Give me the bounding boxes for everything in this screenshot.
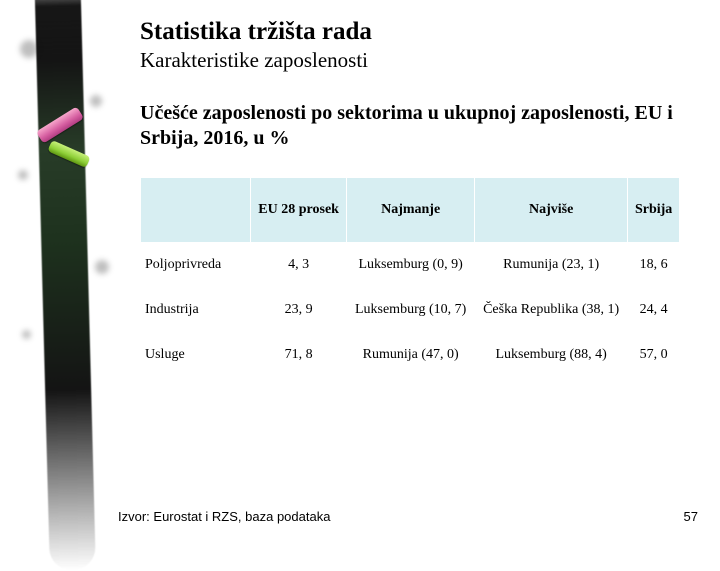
cell: 18, 6 — [628, 243, 680, 288]
col-header: EU 28 prosek — [251, 178, 347, 243]
section-heading: Učešće zaposlenosti po sektorima u ukupn… — [140, 101, 700, 151]
spray-dot — [95, 260, 109, 274]
table-row: Poljoprivreda 4, 3 Luksemburg (0, 9) Rum… — [141, 243, 680, 288]
spray-dot — [18, 170, 28, 180]
slide-subtitle: Karakteristike zaposlenosti — [140, 48, 700, 73]
spray-dot — [90, 95, 102, 107]
row-label: Usluge — [141, 333, 251, 378]
col-header: Najmanje — [347, 178, 475, 243]
spray-dot — [20, 40, 38, 58]
cell: Češka Republika (38, 1) — [475, 288, 628, 333]
cell: 24, 4 — [628, 288, 680, 333]
spray-dot — [22, 330, 31, 339]
cell: Rumunija (47, 0) — [347, 333, 475, 378]
table-row: Usluge 71, 8 Rumunija (47, 0) Luksemburg… — [141, 333, 680, 378]
row-label: Poljoprivreda — [141, 243, 251, 288]
col-header — [141, 178, 251, 243]
cell: Rumunija (23, 1) — [475, 243, 628, 288]
cell: 4, 3 — [251, 243, 347, 288]
page-number: 57 — [684, 509, 698, 524]
cell: Luksemburg (0, 9) — [347, 243, 475, 288]
col-header: Srbija — [628, 178, 680, 243]
row-label: Industrija — [141, 288, 251, 333]
cell: 71, 8 — [251, 333, 347, 378]
col-header: Najviše — [475, 178, 628, 243]
slide-content: Statistika tržišta rada Karakteristike z… — [140, 18, 700, 378]
cell: 57, 0 — [628, 333, 680, 378]
cell: Luksemburg (88, 4) — [475, 333, 628, 378]
data-table: EU 28 prosek Najmanje Najviše Srbija Pol… — [140, 177, 680, 378]
brush-stroke — [34, 0, 96, 570]
slide-title: Statistika tržišta rada — [140, 18, 700, 46]
cell: 23, 9 — [251, 288, 347, 333]
table-row: Industrija 23, 9 Luksemburg (10, 7) Češk… — [141, 288, 680, 333]
table-header-row: EU 28 prosek Najmanje Najviše Srbija — [141, 178, 680, 243]
cell: Luksemburg (10, 7) — [347, 288, 475, 333]
source-note: Izvor: Eurostat i RZS, baza podataka — [118, 509, 330, 524]
slide-decoration — [0, 0, 115, 540]
